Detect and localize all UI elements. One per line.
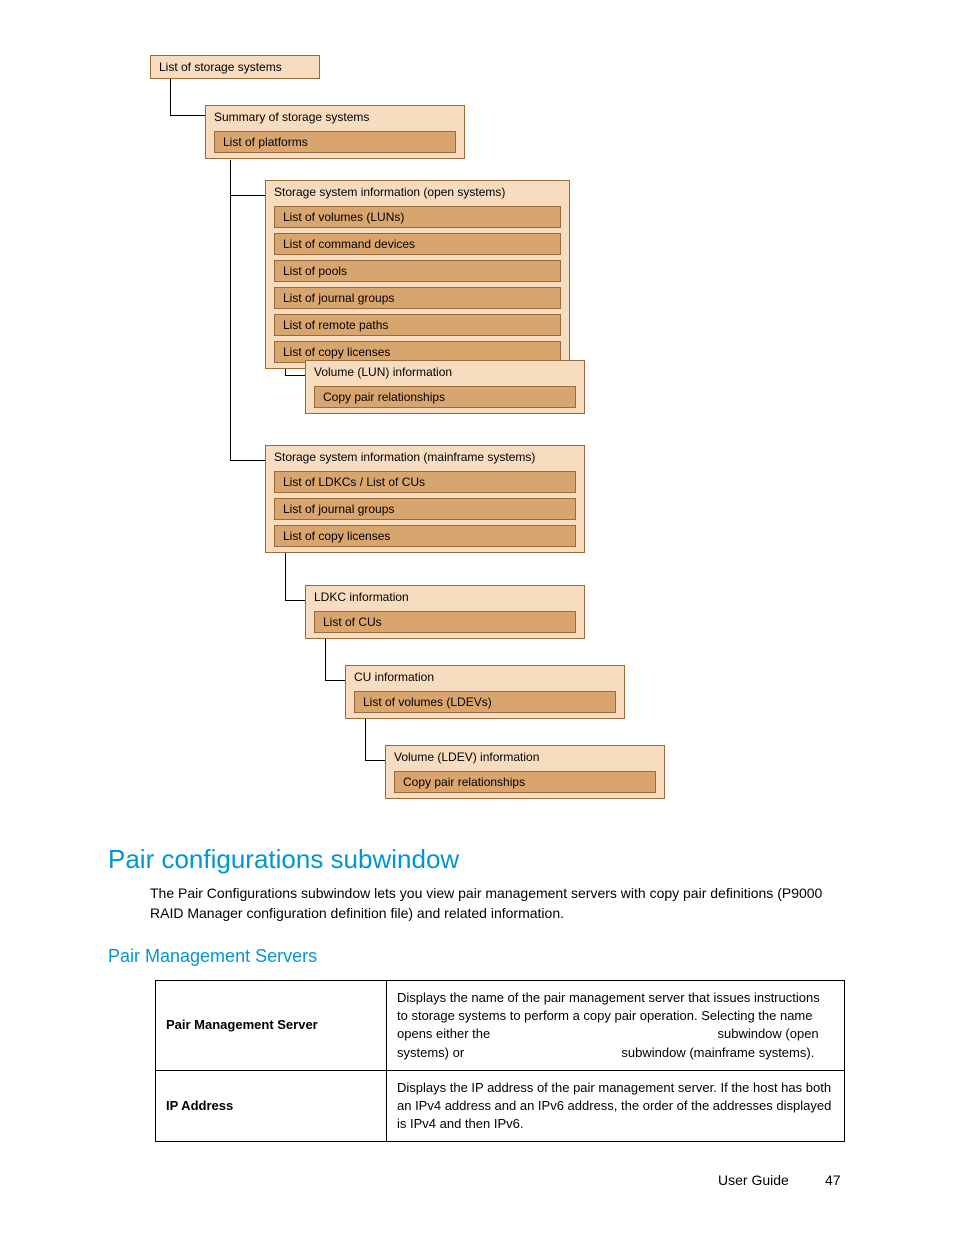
cell-desc: Displays the IP address of the pair mana… bbox=[387, 1070, 845, 1142]
table-row: IP Address Displays the IP address of th… bbox=[156, 1070, 845, 1142]
sub-item: List of pools bbox=[274, 260, 561, 282]
sub-item: List of LDKCs / List of CUs bbox=[274, 471, 576, 493]
box-header: CU information bbox=[346, 666, 624, 688]
hierarchy-diagram: List of storage systems Summary of stora… bbox=[150, 55, 750, 855]
connector bbox=[325, 680, 345, 681]
sub-item: List of volumes (LDEVs) bbox=[354, 691, 616, 713]
connector bbox=[170, 115, 205, 116]
connector bbox=[365, 715, 366, 760]
cell-label: IP Address bbox=[156, 1070, 387, 1142]
sub-item: List of copy licenses bbox=[274, 525, 576, 547]
box-header: LDKC information bbox=[306, 586, 584, 608]
box-header: Volume (LDEV) information bbox=[386, 746, 664, 768]
box-header: List of storage systems bbox=[151, 56, 319, 78]
sub-item: List of CUs bbox=[314, 611, 576, 633]
heading-pair-management-servers: Pair Management Servers bbox=[108, 946, 317, 967]
paragraph-intro: The Pair Configurations subwindow lets y… bbox=[150, 884, 845, 923]
footer-page: 47 bbox=[825, 1172, 841, 1188]
cell-label: Pair Management Server bbox=[156, 981, 387, 1071]
pair-management-table: Pair Management Server Displays the name… bbox=[155, 980, 845, 1142]
box-open-systems: Storage system information (open systems… bbox=[265, 180, 570, 369]
connector bbox=[230, 460, 265, 461]
box-volume-ldev: Volume (LDEV) information Copy pair rela… bbox=[385, 745, 665, 799]
box-header: Summary of storage systems bbox=[206, 106, 464, 128]
box-cu: CU information List of volumes (LDEVs) bbox=[345, 665, 625, 719]
heading-pair-configurations: Pair configurations subwindow bbox=[108, 844, 459, 875]
box-header: Storage system information (open systems… bbox=[266, 181, 569, 203]
table-row: Pair Management Server Displays the name… bbox=[156, 981, 845, 1071]
box-header: Storage system information (mainframe sy… bbox=[266, 446, 584, 468]
box-volume-lun: Volume (LUN) information Copy pair relat… bbox=[305, 360, 585, 414]
sub-item: List of journal groups bbox=[274, 287, 561, 309]
footer-label: User Guide bbox=[718, 1172, 789, 1188]
box-storage-systems: List of storage systems bbox=[150, 55, 320, 79]
connector bbox=[365, 760, 385, 761]
cell-desc: Displays the name of the pair management… bbox=[387, 981, 845, 1071]
connector bbox=[325, 635, 326, 680]
box-mainframe-systems: Storage system information (mainframe sy… bbox=[265, 445, 585, 553]
sub-item: List of volumes (LUNs) bbox=[274, 206, 561, 228]
sub-item: List of remote paths bbox=[274, 314, 561, 336]
sub-item: List of platforms bbox=[214, 131, 456, 153]
connector bbox=[285, 600, 305, 601]
connector bbox=[285, 545, 286, 600]
connector bbox=[170, 75, 171, 115]
connector bbox=[230, 160, 231, 460]
box-header: Volume (LUN) information bbox=[306, 361, 584, 383]
sub-item: List of journal groups bbox=[274, 498, 576, 520]
box-summary: Summary of storage systems List of platf… bbox=[205, 105, 465, 159]
sub-item: List of command devices bbox=[274, 233, 561, 255]
box-ldkc: LDKC information List of CUs bbox=[305, 585, 585, 639]
connector bbox=[230, 195, 265, 196]
sub-item: Copy pair relationships bbox=[314, 386, 576, 408]
connector bbox=[285, 375, 305, 376]
sub-item: Copy pair relationships bbox=[394, 771, 656, 793]
